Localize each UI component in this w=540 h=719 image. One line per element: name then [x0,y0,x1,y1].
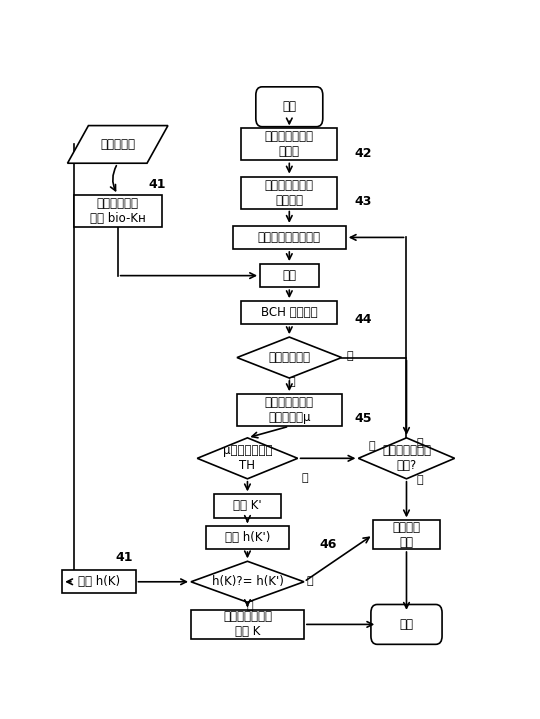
Polygon shape [68,126,168,163]
FancyBboxPatch shape [241,177,338,209]
FancyBboxPatch shape [191,610,304,638]
FancyBboxPatch shape [233,226,346,249]
Polygon shape [197,438,298,479]
Polygon shape [191,562,304,603]
Text: 读取智能卡: 读取智能卡 [100,138,135,151]
FancyBboxPatch shape [237,394,342,426]
Text: 44: 44 [354,313,372,326]
Text: 获取 h(K): 获取 h(K) [78,575,120,588]
Text: 结束: 结束 [400,618,414,631]
FancyBboxPatch shape [241,301,338,324]
Text: μ是否大于阈值
TH: μ是否大于阈值 TH [222,444,272,472]
Text: 是: 是 [368,441,375,451]
FancyBboxPatch shape [206,526,289,549]
FancyBboxPatch shape [260,264,319,288]
Text: 异或: 异或 [282,269,296,282]
FancyBboxPatch shape [62,570,136,593]
Text: 41: 41 [148,178,166,191]
Text: 是: 是 [288,377,295,387]
FancyBboxPatch shape [74,195,161,227]
Text: 41: 41 [116,551,133,564]
FancyBboxPatch shape [373,521,440,549]
Text: 采集验证指纹活
体样板: 采集验证指纹活 体样板 [265,130,314,158]
Text: 46: 46 [320,539,338,551]
Text: 计算 h(K'): 计算 h(K') [225,531,270,544]
Text: 否: 否 [417,438,423,448]
Text: 43: 43 [354,195,372,208]
Text: 是: 是 [302,472,308,482]
Text: 依次取出一串比特串: 依次取出一串比特串 [258,231,321,244]
Text: 提取指纹特征比
特串矩阵: 提取指纹特征比 特串矩阵 [265,178,314,206]
Text: 输出 K': 输出 K' [233,500,262,513]
Text: 密钥提取成功并
输出 K: 密钥提取成功并 输出 K [223,610,272,638]
Text: 比特串是否全部
遍历?: 比特串是否全部 遍历? [382,444,431,472]
Text: 否: 否 [346,352,353,362]
Text: 开始: 开始 [282,100,296,114]
Text: 密钥生成
失败: 密钥生成 失败 [393,521,421,549]
Text: 解码是否成功: 解码是否成功 [268,351,310,364]
FancyBboxPatch shape [371,605,442,644]
FancyBboxPatch shape [241,129,338,160]
FancyBboxPatch shape [214,494,281,518]
Text: 否: 否 [307,576,314,586]
Text: 获取生物模板
密钥 bio-Kн: 获取生物模板 密钥 bio-Kн [90,197,146,225]
Text: 42: 42 [354,147,372,160]
Text: 计算解码成功的
比特串个数μ: 计算解码成功的 比特串个数μ [265,396,314,424]
Text: BCH 纠错解码: BCH 纠错解码 [261,306,318,319]
Text: 是: 是 [246,600,253,610]
Polygon shape [237,337,342,378]
Text: 45: 45 [354,412,372,425]
Text: h(K)?= h(K'): h(K)?= h(K') [212,575,284,588]
Text: 是: 是 [417,475,423,485]
FancyBboxPatch shape [256,87,323,127]
Polygon shape [359,438,455,479]
